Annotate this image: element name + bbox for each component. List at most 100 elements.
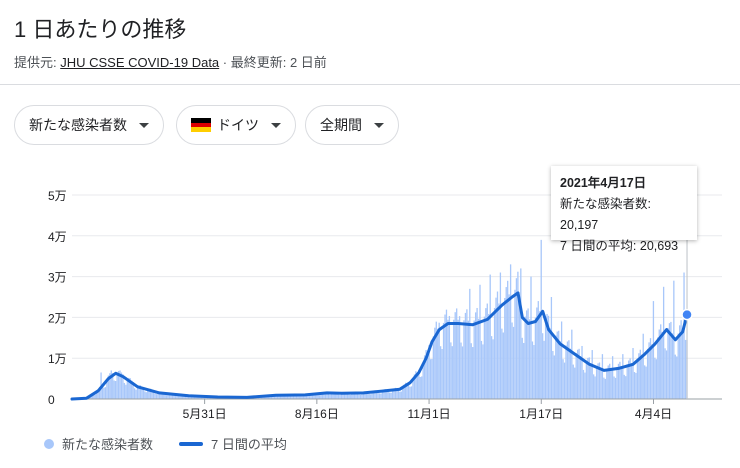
daily-case-bar bbox=[504, 298, 506, 399]
daily-case-bar bbox=[388, 392, 391, 399]
daily-case-bar bbox=[196, 396, 198, 399]
daily-case-bar bbox=[298, 396, 300, 399]
daily-case-bar bbox=[282, 394, 284, 399]
daily-case-bar bbox=[268, 396, 270, 399]
daily-case-bar bbox=[588, 357, 590, 399]
last-updated: 最終更新: 2 日前 bbox=[230, 55, 327, 70]
daily-case-bar bbox=[128, 377, 130, 399]
daily-case-bar bbox=[386, 390, 388, 399]
daily-case-bar bbox=[151, 390, 153, 399]
daily-case-bar bbox=[269, 395, 271, 399]
daily-case-bar bbox=[330, 392, 332, 399]
daily-case-bar bbox=[176, 395, 178, 399]
daily-case-bar bbox=[657, 337, 659, 399]
daily-case-bar bbox=[555, 335, 557, 399]
daily-case-bar bbox=[648, 342, 650, 399]
x-tick-label: 11月1日 bbox=[407, 407, 450, 421]
daily-case-bar bbox=[426, 351, 429, 399]
daily-case-bar bbox=[375, 391, 378, 399]
daily-case-bar bbox=[598, 362, 601, 399]
daily-case-bar bbox=[155, 394, 158, 399]
daily-case-bar bbox=[445, 309, 448, 399]
daily-case-bar bbox=[305, 394, 308, 399]
daily-case-bar bbox=[432, 336, 435, 399]
daily-case-bar bbox=[415, 371, 417, 399]
daily-case-bar bbox=[534, 317, 537, 399]
metric-dropdown[interactable]: 新たな感染者数 bbox=[14, 105, 164, 145]
daily-case-bar bbox=[456, 308, 458, 399]
daily-case-bar bbox=[645, 366, 647, 399]
daily-case-bar bbox=[138, 385, 140, 399]
daily-case-bar bbox=[304, 394, 306, 399]
daily-case-bar bbox=[505, 287, 507, 399]
daily-case-bar bbox=[141, 387, 143, 399]
daily-case-bar bbox=[205, 397, 207, 399]
daily-case-bar bbox=[187, 395, 190, 399]
daily-case-bar bbox=[278, 396, 280, 399]
cases-chart[interactable]: 0 1万 2万 3万 4万 5万 5月31日 8月16日 11月1日 1月17日 4月4日 bbox=[0, 150, 740, 430]
daily-case-bar bbox=[482, 344, 484, 399]
daily-case-bar bbox=[107, 375, 110, 399]
daily-case-bar bbox=[91, 394, 93, 399]
daily-case-bar bbox=[623, 374, 625, 399]
daily-case-bar bbox=[406, 383, 408, 399]
daily-case-bar bbox=[531, 341, 534, 399]
daily-case-bar bbox=[683, 272, 685, 399]
daily-case-bar bbox=[145, 392, 147, 399]
daily-case-bar bbox=[595, 365, 598, 399]
daily-case-bar bbox=[603, 377, 605, 399]
daily-case-bar bbox=[600, 367, 602, 399]
daily-case-bar bbox=[183, 394, 185, 399]
daily-case-bar bbox=[540, 239, 542, 399]
daily-case-bar bbox=[543, 340, 545, 399]
daily-case-bar bbox=[581, 345, 583, 399]
chevron-down-icon bbox=[139, 122, 149, 128]
daily-case-bar bbox=[381, 390, 384, 399]
daily-case-bar bbox=[661, 331, 663, 399]
tooltip-cases: 新たな感染者数: 20,197 bbox=[560, 197, 651, 232]
daily-case-bar bbox=[512, 326, 515, 399]
country-dropdown[interactable]: ドイツ bbox=[176, 105, 296, 145]
daily-case-bar bbox=[294, 394, 296, 399]
daily-case-bar bbox=[387, 389, 389, 399]
daily-case-bar bbox=[629, 358, 631, 399]
daily-case-bar bbox=[537, 301, 539, 399]
daily-case-bar bbox=[355, 392, 357, 399]
daily-case-bar bbox=[574, 367, 576, 399]
daily-case-bar bbox=[177, 394, 179, 399]
daily-case-bar bbox=[284, 395, 286, 399]
daily-case-bar bbox=[339, 394, 341, 399]
daily-case-bar bbox=[367, 391, 369, 399]
period-dropdown[interactable]: 全期間 bbox=[305, 105, 399, 145]
daily-case-bar bbox=[525, 310, 528, 399]
daily-case-bar bbox=[425, 350, 427, 399]
daily-case-bar bbox=[161, 392, 163, 399]
daily-case-bar bbox=[639, 349, 641, 399]
daily-case-bar bbox=[635, 372, 637, 399]
daily-case-bar bbox=[139, 385, 142, 399]
metric-dropdown-label: 新たな感染者数 bbox=[29, 117, 127, 133]
daily-case-bar bbox=[400, 391, 402, 399]
x-tick-label: 8月16日 bbox=[295, 407, 339, 421]
daily-case-bar bbox=[170, 393, 172, 399]
daily-case-bar bbox=[409, 386, 411, 399]
daily-case-bar bbox=[125, 384, 127, 399]
daily-case-bar bbox=[412, 378, 414, 399]
daily-case-bar bbox=[676, 356, 678, 399]
source-link[interactable]: JHU CSSE COVID-19 Data bbox=[60, 55, 220, 70]
daily-case-bar bbox=[604, 378, 606, 399]
daily-case-bar bbox=[499, 272, 502, 399]
daily-case-bar bbox=[333, 391, 335, 399]
daily-case-bar bbox=[410, 386, 413, 399]
daily-case-bar bbox=[496, 291, 499, 399]
daily-case-bar bbox=[106, 379, 108, 399]
daily-case-bar bbox=[566, 341, 569, 399]
daily-case-bar bbox=[371, 391, 373, 399]
daily-case-bar bbox=[273, 395, 276, 399]
daily-case-bar bbox=[164, 394, 166, 399]
daily-case-bar bbox=[674, 354, 676, 399]
daily-case-bar bbox=[467, 320, 469, 399]
daily-case-bar bbox=[323, 391, 325, 399]
daily-case-bar bbox=[94, 394, 96, 399]
daily-case-bar bbox=[403, 384, 405, 399]
